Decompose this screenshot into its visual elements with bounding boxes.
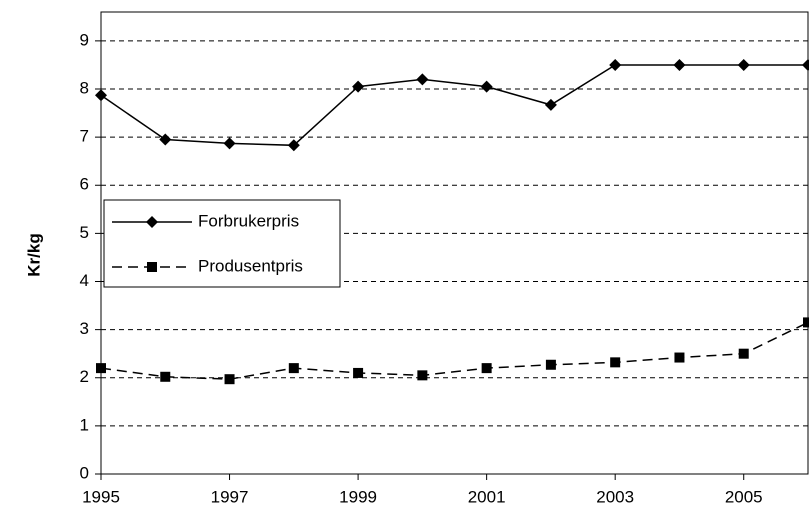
marker [609, 58, 622, 71]
marker [146, 216, 158, 228]
marker [96, 363, 106, 374]
marker [545, 359, 556, 370]
marker [353, 367, 364, 378]
marker [287, 139, 300, 152]
marker [352, 80, 365, 93]
x-tick-label: 1999 [339, 487, 377, 506]
x-tick-label: 2005 [725, 487, 763, 506]
marker [480, 80, 493, 93]
y-tick-label: 0 [80, 463, 89, 482]
y-tick-label: 8 [80, 78, 89, 97]
marker [674, 352, 685, 363]
legend: Forbrukerpris Produsentpris [103, 199, 341, 288]
marker [159, 133, 172, 146]
marker [673, 58, 686, 71]
marker [160, 371, 171, 382]
marker [288, 363, 299, 374]
x-tick-label: 2003 [596, 487, 634, 506]
y-tick-label: 3 [80, 319, 89, 338]
marker [417, 370, 428, 381]
marker [802, 58, 809, 71]
x-tick-label: 1997 [211, 487, 249, 506]
y-tick-label: 5 [80, 223, 89, 242]
series-line [100, 64, 808, 147]
legend-label: Forbrukerpris [198, 211, 299, 230]
series-line [100, 321, 809, 380]
y-tick-label: 7 [80, 127, 89, 146]
plot-frame [100, 11, 809, 475]
marker [803, 317, 809, 328]
marker [224, 374, 235, 385]
y-axis-label: Kr/kg [24, 233, 43, 276]
marker [610, 357, 621, 368]
marker [147, 262, 157, 272]
legend-label: Produsentpris [198, 256, 303, 275]
y-tick-label: 4 [80, 271, 89, 290]
y-tick-label: 6 [80, 175, 89, 194]
y-tick-label: 2 [80, 367, 89, 386]
y-tick-label: 1 [80, 415, 89, 434]
marker [95, 89, 107, 102]
marker [738, 348, 749, 359]
legend-box [103, 199, 341, 288]
y-tick-label: 9 [80, 30, 89, 49]
marker [223, 137, 236, 150]
marker [416, 73, 429, 86]
x-tick-label: 2001 [468, 487, 506, 506]
marker [544, 98, 557, 111]
marker [481, 363, 492, 374]
x-tick-label: 1995 [82, 487, 120, 506]
marker [737, 58, 750, 71]
